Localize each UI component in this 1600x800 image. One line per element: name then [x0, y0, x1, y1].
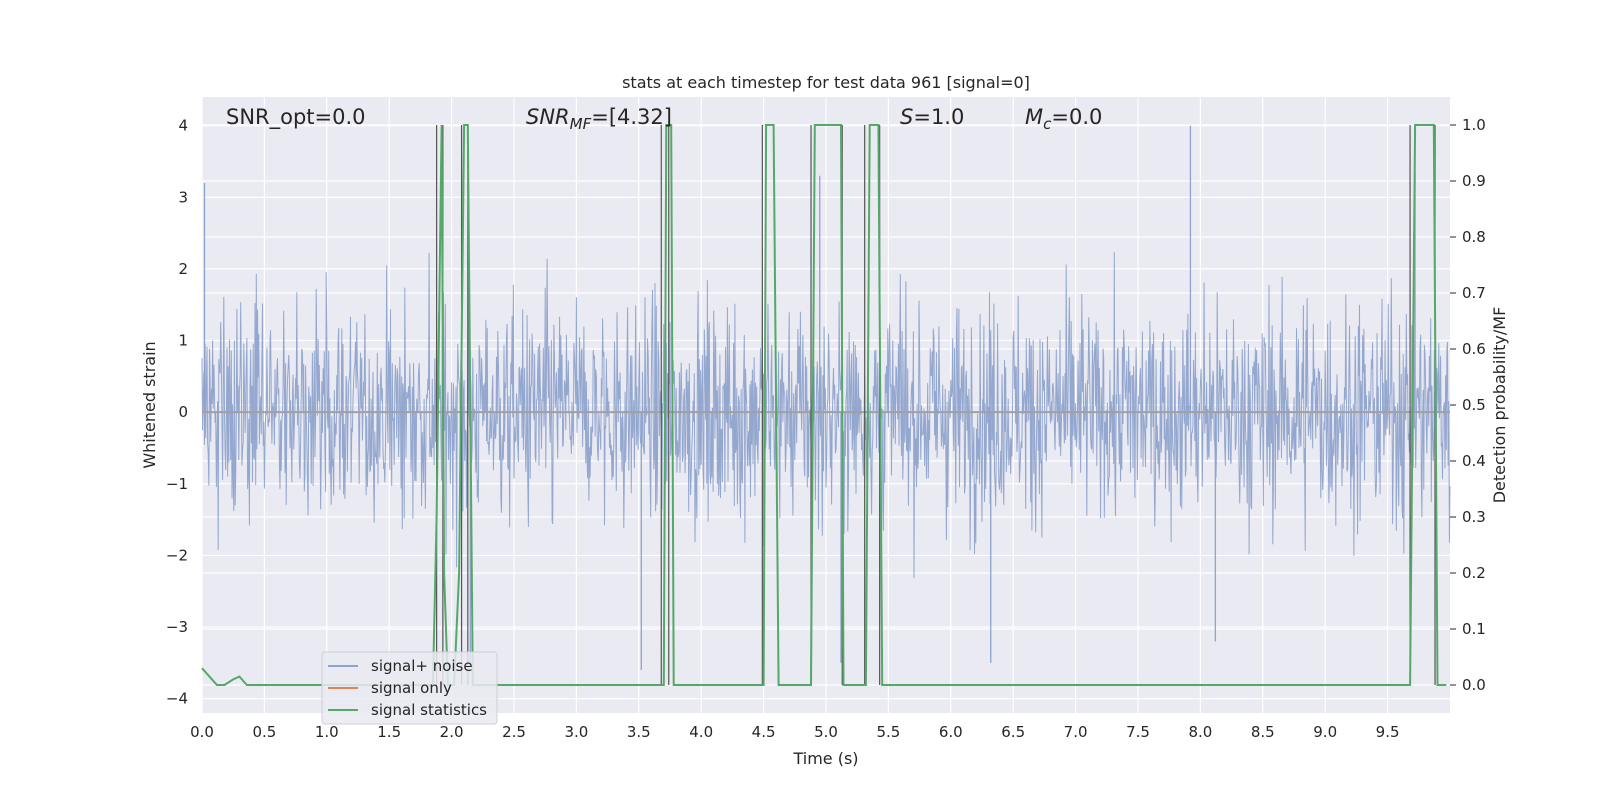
- x-tick-label: 1.5: [377, 723, 401, 741]
- x-axis-label: Time (s): [792, 749, 858, 768]
- x-axis-ticks: 0.0 0.5 1.0 1.5 2.0 2.5 3.0 3.5 4.0 4.5 5.0 5.5 6.0 6…: [190, 723, 1399, 741]
- y-right-tick-label: 0.1: [1462, 620, 1486, 638]
- x-tick-label: 7.0: [1064, 723, 1088, 741]
- y-tick-label: 2: [178, 260, 188, 278]
- legend: signal+ noise signal only signal statist…: [321, 651, 498, 725]
- legend-label-signal-statistics: signal statistics: [371, 701, 487, 719]
- mc-value: =0.0: [1051, 105, 1102, 129]
- x-tick-label: 6.0: [939, 723, 963, 741]
- y-tick-label: −3: [166, 618, 188, 636]
- mc-subscript: c: [1043, 115, 1052, 133]
- mc-annotation: Mc=0.0: [1025, 105, 1102, 133]
- chart-title: stats at each timestep for test data 961…: [622, 73, 1030, 92]
- y-right-axis-label: Detection probability/MF: [1490, 307, 1509, 504]
- y-right-tick-label: 0.6: [1462, 340, 1486, 358]
- snr-mf-annotation: SNRMF=[4.32]: [526, 105, 672, 133]
- s-annotation: S=1.0: [900, 105, 964, 129]
- x-tick-label: 1.0: [315, 723, 339, 741]
- x-tick-label: 3.0: [564, 723, 588, 741]
- noise-line: [201, 252, 1451, 579]
- series-signal-noise: [201, 125, 1451, 671]
- y-right-tick-label: 0.5: [1462, 396, 1486, 414]
- mc-symbol: M: [1025, 105, 1043, 129]
- y-right-tick-label: 0.3: [1462, 508, 1486, 526]
- y-right-tick-label: 1.0: [1462, 116, 1486, 134]
- y-right-tick-label: 0.8: [1462, 228, 1486, 246]
- x-tick-label: 4.0: [689, 723, 713, 741]
- x-tick-label: 8.0: [1188, 723, 1212, 741]
- y-right-axis-ticks: 0.0 0.1 0.2 0.3 0.4 0.5 0.6 0.7 0.8 0.9 1.0: [1450, 116, 1486, 694]
- x-tick-label: 8.5: [1251, 723, 1275, 741]
- legend-label-signal-noise: signal+ noise: [371, 657, 473, 675]
- x-tick-label: 0.0: [190, 723, 214, 741]
- y-tick-label: −1: [166, 475, 188, 493]
- x-tick-label: 7.5: [1126, 723, 1150, 741]
- y-tick-label: 4: [178, 117, 188, 135]
- snr-mf-symbol: SNR: [526, 105, 570, 129]
- y-right-tick-label: 0.4: [1462, 452, 1486, 470]
- snr-mf-value: =[4.32]: [591, 105, 672, 129]
- y-right-tick-label: 0.2: [1462, 564, 1486, 582]
- x-tick-label: 5.5: [876, 723, 900, 741]
- x-tick-label: 2.5: [502, 723, 526, 741]
- x-tick-label: 9.0: [1313, 723, 1337, 741]
- legend-label-signal-only: signal only: [371, 679, 452, 697]
- x-tick-label: 5.0: [814, 723, 838, 741]
- y-right-tick-label: 0.7: [1462, 284, 1486, 302]
- snr-opt-annotation: SNR_opt=0.0: [226, 105, 366, 130]
- s-symbol: S: [900, 105, 913, 129]
- s-value: =1.0: [913, 105, 964, 129]
- y-right-tick-label: 0.0: [1462, 676, 1486, 694]
- legend-box: [321, 651, 498, 725]
- x-tick-label: 4.5: [752, 723, 776, 741]
- y-tick-label: −4: [166, 690, 188, 708]
- y-tick-label: −2: [166, 546, 188, 564]
- y-tick-label: 0: [178, 403, 188, 421]
- y-tick-label: 1: [178, 332, 188, 350]
- x-tick-label: 2.0: [440, 723, 464, 741]
- y-axis-label: Whitened strain: [140, 341, 159, 468]
- x-tick-label: 9.5: [1376, 723, 1400, 741]
- snr-mf-subscript: MF: [570, 115, 592, 133]
- y-axis-ticks: −4 −3 −2 −1 0 1 2 3 4: [166, 117, 188, 708]
- x-tick-label: 6.5: [1001, 723, 1025, 741]
- x-tick-label: 0.5: [252, 723, 276, 741]
- y-tick-label: 3: [178, 188, 188, 206]
- y-right-tick-label: 0.9: [1462, 172, 1486, 190]
- x-tick-label: 3.5: [627, 723, 651, 741]
